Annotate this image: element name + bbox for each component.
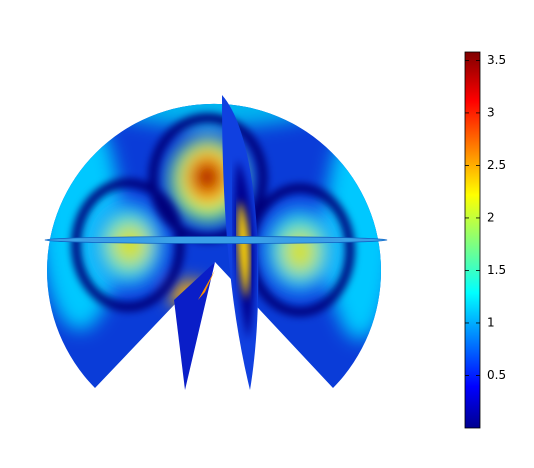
vertical-slice-hot <box>237 200 250 300</box>
horizontal-slice <box>44 236 388 244</box>
colorbar-tick-label: 3.5 <box>487 53 506 67</box>
colorbar-tick-label: 3 <box>487 105 495 119</box>
colorbar-tick-label: 2.5 <box>487 158 506 172</box>
colorbar-tick-label: 1.5 <box>487 263 506 277</box>
colorbar-gradient <box>464 51 481 429</box>
colorbar: 0.5 1 1.5 2 2.5 3 3.5 <box>464 51 506 429</box>
colorbar-tick-label: 1 <box>487 315 495 329</box>
colorbar-tick-label: 2 <box>487 210 495 224</box>
wedge-slice <box>174 262 215 390</box>
plot-field <box>44 95 388 390</box>
wedge-highlight <box>198 270 215 300</box>
colorbar-tick-label: 0.5 <box>487 368 506 382</box>
